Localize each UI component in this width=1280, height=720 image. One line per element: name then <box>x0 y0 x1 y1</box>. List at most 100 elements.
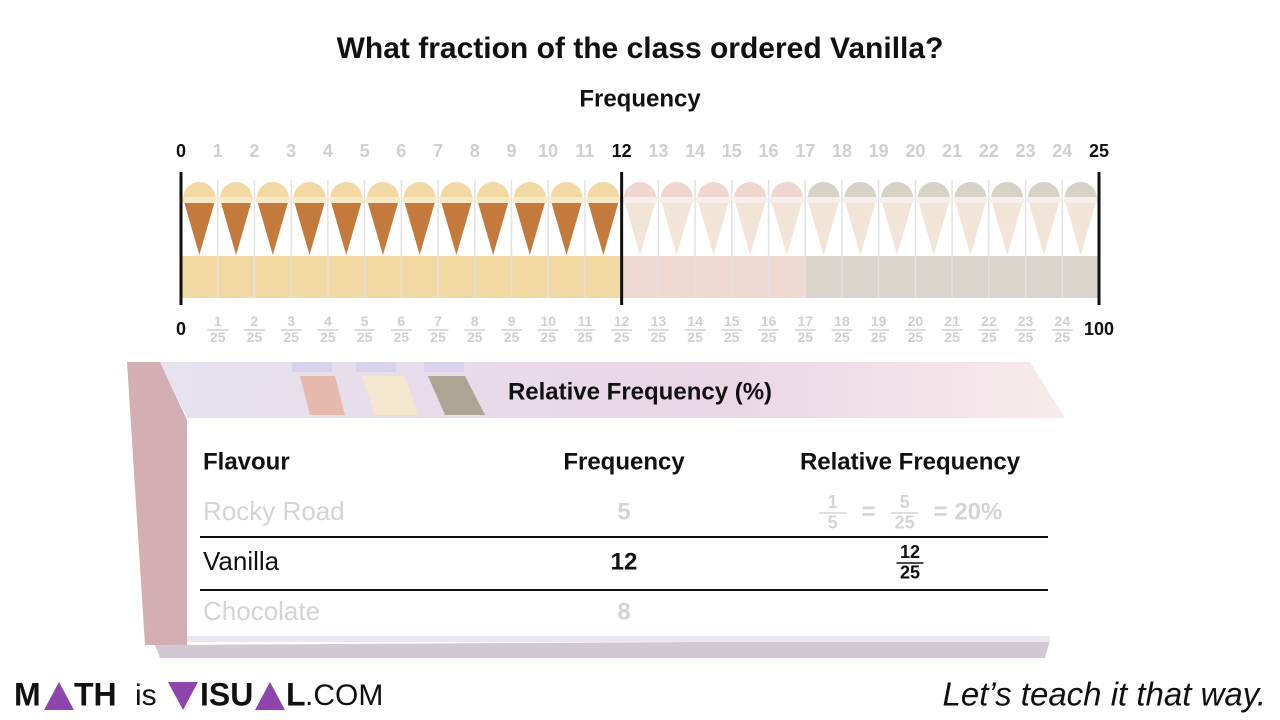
cone-rim <box>402 197 437 203</box>
top-tick-label: 20 <box>905 141 925 161</box>
top-tick-label: 1 <box>213 141 223 161</box>
numerator: 1 <box>828 492 838 512</box>
top-tick-label: 15 <box>722 141 742 161</box>
cone-rim <box>659 197 694 203</box>
cone-scoop <box>734 182 767 198</box>
cone-rim <box>769 197 804 203</box>
denominator: 25 <box>834 329 850 345</box>
numerator: 4 <box>324 313 332 329</box>
cone <box>735 203 766 255</box>
top-tick-label: 4 <box>323 141 333 161</box>
panel <box>127 362 1065 658</box>
top-tick-label: 24 <box>1052 141 1072 161</box>
numerator: 11 <box>578 313 593 329</box>
numerator: 23 <box>1018 313 1034 329</box>
denominator: 25 <box>1054 329 1070 345</box>
denominator: 25 <box>504 329 520 345</box>
numerator: 20 <box>908 313 924 329</box>
bottom-tick-label: 0 <box>176 319 186 339</box>
number-line-label: Frequency <box>579 85 701 112</box>
cone-scoop <box>330 182 363 198</box>
cone-rim <box>916 197 951 203</box>
cone-scoop <box>807 182 840 198</box>
cone <box>661 203 692 255</box>
cone-scoop <box>293 182 326 198</box>
cone <box>404 203 435 255</box>
cone-scoop <box>550 182 583 198</box>
cone-scoop <box>477 182 510 198</box>
cone-rim <box>1026 197 1061 203</box>
cone-rim <box>439 197 474 203</box>
logo-text: .COM <box>305 679 383 712</box>
cone <box>771 203 802 255</box>
cone-rim <box>292 197 327 203</box>
numerator: 5 <box>361 313 369 329</box>
denominator: 25 <box>540 329 556 345</box>
numerator: 5 <box>900 492 910 512</box>
denominator: 25 <box>577 329 593 345</box>
tagline: Let’s teach it that way. <box>943 676 1266 713</box>
column-header: Relative Frequency <box>800 448 1021 475</box>
top-tick-label: 6 <box>396 141 406 161</box>
panel-swatch <box>428 376 485 415</box>
cone-rim <box>806 197 841 203</box>
top-tick-label: 3 <box>286 141 296 161</box>
cone-rim <box>182 197 217 203</box>
numerator: 1 <box>214 313 222 329</box>
panel-side <box>127 362 187 645</box>
denominator: 25 <box>981 329 997 345</box>
cone <box>221 203 252 255</box>
denominator: 25 <box>210 329 226 345</box>
top-tick-label: 2 <box>249 141 259 161</box>
cone-scoop <box>587 182 620 198</box>
panel-swatch <box>362 376 418 415</box>
cone-rim <box>255 197 290 203</box>
numerator: 8 <box>471 313 479 329</box>
denominator: 25 <box>614 329 630 345</box>
logo: M TH is ISU L .COM <box>14 676 383 712</box>
panel-swatch <box>300 376 345 415</box>
cone-rim <box>990 197 1025 203</box>
column-header: Frequency <box>563 448 685 475</box>
denominator: 25 <box>797 329 813 345</box>
cone-scoop <box>403 182 436 198</box>
numerator: 15 <box>724 313 740 329</box>
cone-rim <box>843 197 878 203</box>
numerator: 2 <box>251 313 259 329</box>
frequency: 12 <box>611 548 638 575</box>
cone <box>955 203 986 255</box>
panel-strip <box>187 636 1050 642</box>
top-tick-label: 8 <box>470 141 480 161</box>
cone <box>331 203 362 255</box>
relative-frequency: 15 = 525 = 20% <box>819 492 1002 533</box>
top-tick-label: 16 <box>759 141 779 161</box>
cone-scoop <box>954 182 987 198</box>
cone-scoop <box>917 182 950 198</box>
denominator: 25 <box>651 329 667 345</box>
logo-text: is <box>135 679 157 712</box>
top-tick-label: 21 <box>942 141 962 161</box>
denominator: 25 <box>283 329 299 345</box>
top-tick-label: 10 <box>538 141 558 161</box>
numerator: 24 <box>1054 313 1070 329</box>
denominator: 25 <box>944 329 960 345</box>
cone-rim <box>512 197 547 203</box>
cone-rim <box>549 197 584 203</box>
denominator: 25 <box>761 329 777 345</box>
cone-scoop <box>256 182 289 198</box>
frequency-bar <box>621 256 806 298</box>
numerator: 13 <box>651 313 667 329</box>
numerator: 16 <box>761 313 777 329</box>
numerator: 3 <box>287 313 295 329</box>
denominator: 25 <box>900 563 920 583</box>
numerator: 12 <box>614 313 630 329</box>
panel-tab <box>424 362 464 372</box>
logo-text: ISU <box>200 676 253 712</box>
frequency: 5 <box>617 498 630 525</box>
numerator: 7 <box>434 313 442 329</box>
logo-text: TH <box>74 676 117 712</box>
numerator: 12 <box>900 542 920 562</box>
cone-scoop <box>697 182 730 198</box>
cone <box>882 203 913 255</box>
